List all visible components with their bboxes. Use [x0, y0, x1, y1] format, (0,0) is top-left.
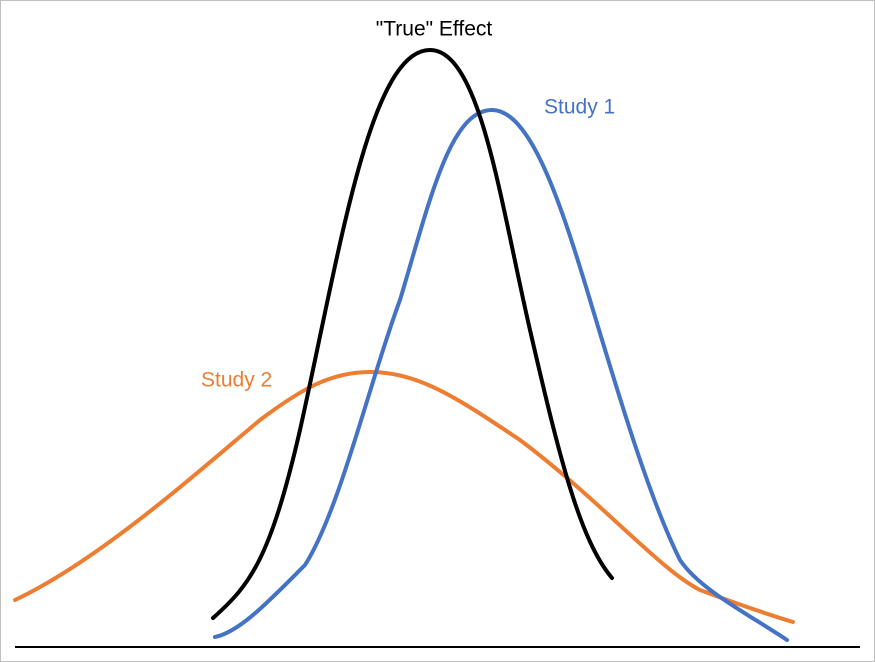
study-2-curve [13, 370, 795, 624]
study-1-label: Study 1 [544, 96, 615, 119]
study-1-curve [213, 108, 789, 642]
true-effect-curve [211, 48, 614, 620]
true-effect-label: "True" Effect [376, 18, 493, 41]
study-2-label: Study 2 [201, 369, 272, 392]
